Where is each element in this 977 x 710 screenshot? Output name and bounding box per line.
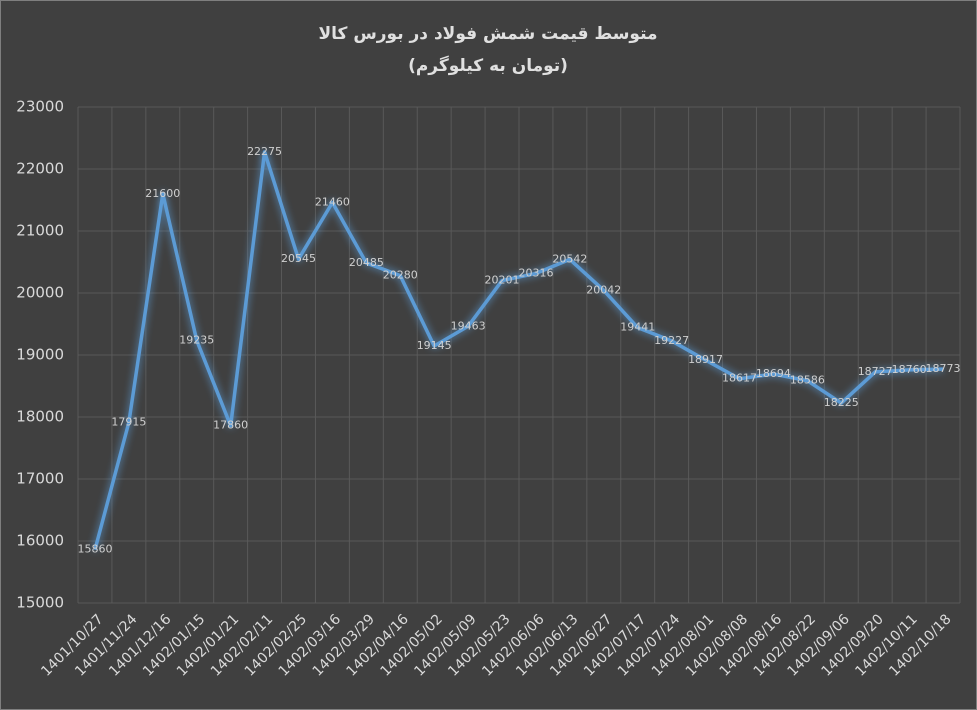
data-label: 20201: [485, 274, 520, 287]
data-label: 18694: [756, 367, 791, 380]
data-label: 19227: [654, 334, 689, 347]
data-label: 19463: [451, 319, 486, 332]
data-label: 21600: [145, 187, 180, 200]
data-label: 20316: [518, 266, 553, 279]
data-label: 15860: [77, 543, 112, 556]
y-tick-label: 16000: [16, 532, 64, 550]
y-tick-label: 19000: [16, 346, 64, 364]
data-label: 20042: [586, 283, 621, 296]
data-label: 21460: [315, 195, 350, 208]
data-label: 20485: [349, 256, 384, 269]
y-tick-label: 22000: [16, 160, 64, 178]
data-label: 18917: [688, 353, 723, 366]
data-label: 18773: [926, 362, 961, 375]
y-tick-label: 21000: [16, 222, 64, 240]
data-label: 19441: [620, 321, 655, 334]
data-line: [93, 150, 944, 551]
data-label: 19235: [179, 333, 214, 346]
data-label: 22275: [247, 145, 282, 158]
chart-title: متوسط قیمت شمش فولاد در بورس کالا: [318, 24, 657, 44]
data-label: 18225: [824, 396, 859, 409]
y-tick-label: 15000: [16, 594, 64, 612]
data-label: 18727: [858, 365, 893, 378]
data-label: 18760: [892, 363, 927, 376]
y-tick-label: 17000: [16, 470, 64, 488]
data-label: 17860: [213, 419, 248, 432]
data-label: 18617: [722, 372, 757, 385]
data-label: 20542: [552, 252, 587, 265]
data-label: 20545: [281, 252, 316, 265]
y-tick-label: 18000: [16, 408, 64, 426]
data-label: 20280: [383, 269, 418, 282]
y-tick-label: 23000: [16, 98, 64, 116]
data-label: 19145: [417, 339, 452, 352]
data-label: 17915: [111, 415, 146, 428]
data-label: 18586: [790, 374, 825, 387]
y-tick-label: 20000: [16, 284, 64, 302]
chart-subtitle: (تومان به کیلوگرم): [408, 55, 568, 76]
